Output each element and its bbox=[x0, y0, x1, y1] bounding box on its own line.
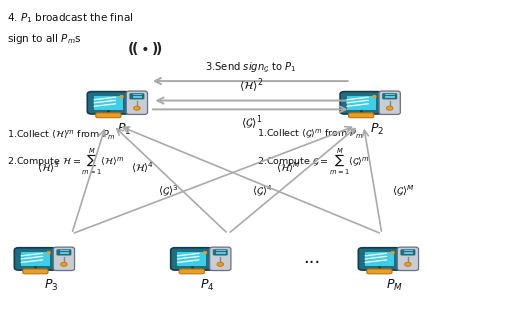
Text: $\langle\mathcal{G}\rangle^3$: $\langle\mathcal{G}\rangle^3$ bbox=[158, 182, 178, 197]
Bar bbox=[365, 252, 394, 266]
Circle shape bbox=[61, 262, 67, 266]
Circle shape bbox=[120, 96, 123, 97]
Circle shape bbox=[47, 252, 50, 254]
FancyBboxPatch shape bbox=[400, 249, 416, 256]
Bar bbox=[21, 252, 50, 266]
FancyBboxPatch shape bbox=[348, 113, 374, 118]
Bar bbox=[178, 252, 206, 266]
FancyBboxPatch shape bbox=[213, 249, 228, 256]
Text: $\langle\mathcal{H}\rangle^4$: $\langle\mathcal{H}\rangle^4$ bbox=[130, 160, 154, 174]
Text: $\langle\mathcal{H}\rangle^2$: $\langle\mathcal{H}\rangle^2$ bbox=[239, 77, 264, 95]
FancyBboxPatch shape bbox=[379, 91, 400, 114]
FancyBboxPatch shape bbox=[23, 269, 48, 274]
FancyBboxPatch shape bbox=[57, 249, 71, 256]
Bar bbox=[347, 96, 376, 110]
Text: 1.Collect $\langle\mathcal{G}\rangle^m$ from $P_m$: 1.Collect $\langle\mathcal{G}\rangle^m$ … bbox=[257, 128, 363, 141]
FancyBboxPatch shape bbox=[179, 269, 204, 274]
FancyBboxPatch shape bbox=[367, 269, 392, 274]
Text: $P_1$: $P_1$ bbox=[117, 122, 131, 137]
Text: $\langle\mathcal{G}\rangle^1$: $\langle\mathcal{G}\rangle^1$ bbox=[241, 114, 263, 133]
FancyBboxPatch shape bbox=[126, 91, 148, 114]
Circle shape bbox=[386, 106, 393, 110]
Circle shape bbox=[405, 262, 411, 266]
Text: sign to all $P_m$s: sign to all $P_m$s bbox=[7, 32, 81, 46]
FancyBboxPatch shape bbox=[358, 248, 400, 270]
Circle shape bbox=[203, 252, 206, 254]
FancyBboxPatch shape bbox=[88, 92, 129, 114]
Text: 3.Send $\mathit{sign}_{\mathcal{G}}$ to $P_1$: 3.Send $\mathit{sign}_{\mathcal{G}}$ to … bbox=[205, 60, 296, 74]
FancyBboxPatch shape bbox=[340, 92, 382, 114]
Text: $P_4$: $P_4$ bbox=[200, 278, 214, 293]
FancyBboxPatch shape bbox=[382, 93, 397, 99]
FancyBboxPatch shape bbox=[14, 248, 57, 270]
Circle shape bbox=[391, 252, 394, 254]
Text: $\mathbf{(\!(}\bullet\mathbf{)\!)}$: $\mathbf{(\!(}\bullet\mathbf{)\!)}$ bbox=[127, 40, 162, 57]
Circle shape bbox=[373, 96, 376, 97]
FancyBboxPatch shape bbox=[171, 248, 213, 270]
Text: 1.Collect $\langle\mathcal{H}\rangle^m$ from $P_m$: 1.Collect $\langle\mathcal{H}\rangle^m$ … bbox=[7, 128, 115, 141]
Text: $\langle\mathcal{H}\rangle^3$: $\langle\mathcal{H}\rangle^3$ bbox=[37, 160, 60, 174]
Text: $\langle\mathcal{H}\rangle^M$: $\langle\mathcal{H}\rangle^M$ bbox=[276, 160, 300, 174]
FancyBboxPatch shape bbox=[129, 93, 145, 99]
Text: 2.Compute $\mathcal{H}=\sum_{m=1}^{M}\langle\mathcal{H}\rangle^m$: 2.Compute $\mathcal{H}=\sum_{m=1}^{M}\la… bbox=[7, 146, 124, 177]
Text: $\langle\mathcal{G}\rangle^4$: $\langle\mathcal{G}\rangle^4$ bbox=[252, 182, 272, 197]
Text: $P_M$: $P_M$ bbox=[387, 278, 403, 293]
Text: $P_2$: $P_2$ bbox=[369, 122, 384, 137]
Text: $P_3$: $P_3$ bbox=[43, 278, 58, 293]
Text: 2.Compute $\mathcal{G}=\sum_{m=1}^{M}\langle\mathcal{G}\rangle^m$: 2.Compute $\mathcal{G}=\sum_{m=1}^{M}\la… bbox=[257, 146, 369, 177]
FancyBboxPatch shape bbox=[96, 113, 121, 118]
Circle shape bbox=[134, 106, 140, 110]
FancyBboxPatch shape bbox=[210, 247, 231, 271]
Text: $\langle\mathcal{G}\rangle^M$: $\langle\mathcal{G}\rangle^M$ bbox=[391, 182, 414, 197]
Circle shape bbox=[217, 262, 224, 266]
Bar bbox=[94, 96, 123, 110]
Text: 4. $P_1$ broadcast the final: 4. $P_1$ broadcast the final bbox=[7, 11, 133, 25]
FancyBboxPatch shape bbox=[53, 247, 74, 271]
FancyBboxPatch shape bbox=[397, 247, 419, 271]
Text: ...: ... bbox=[303, 249, 320, 267]
